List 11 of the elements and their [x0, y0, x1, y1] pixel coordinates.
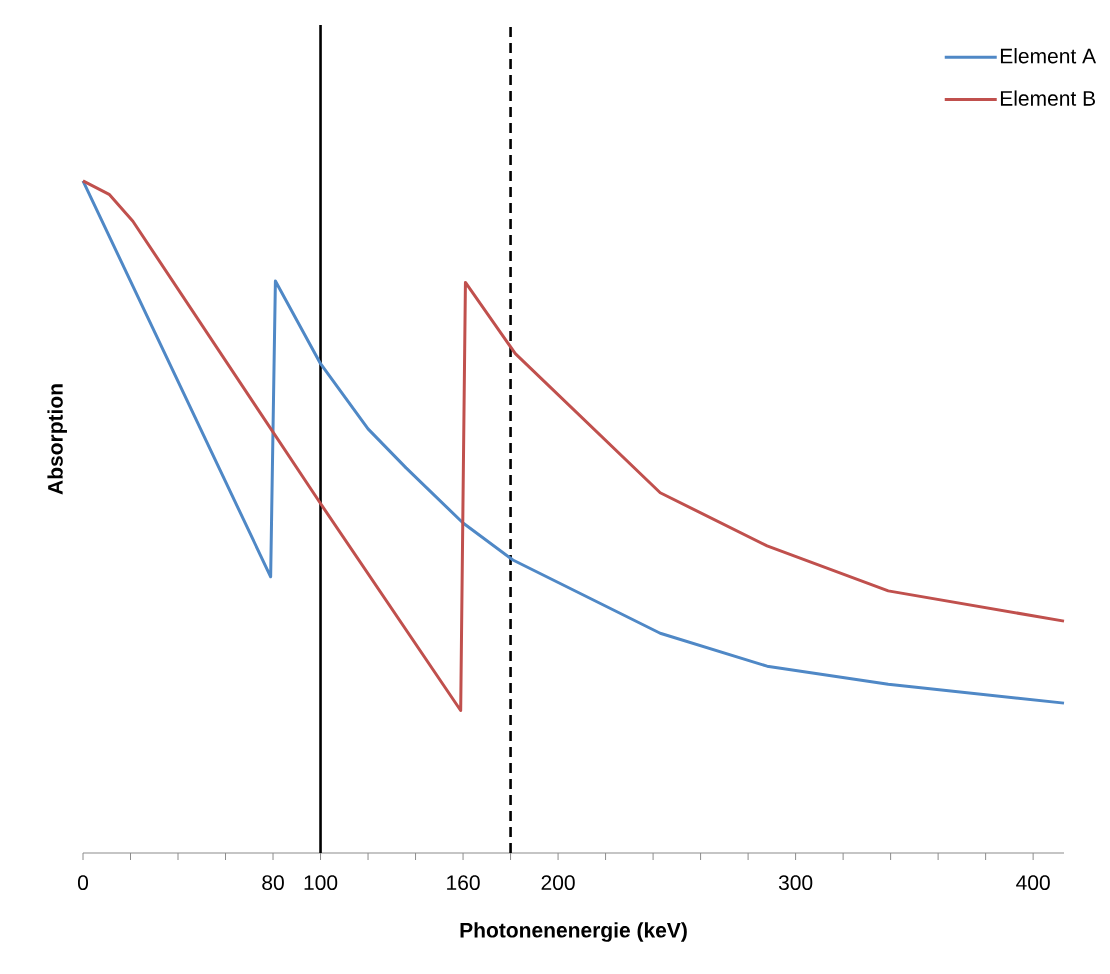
- x-tick-label: 400: [1016, 875, 1050, 891]
- legend-label: Element B: [1000, 90, 1095, 106]
- x-tick-label: 300: [778, 875, 813, 891]
- x-axis-title: Photonenenergie (keV): [460, 922, 687, 942]
- x-tick-label: 100: [304, 875, 338, 891]
- x-tick-label: 200: [541, 875, 575, 891]
- legend-label: Element A: [1000, 48, 1097, 64]
- x-tick-label: 80: [262, 875, 284, 891]
- y-axis-title: Absorption: [47, 384, 67, 495]
- x-tick-label: 160: [447, 875, 480, 891]
- x-tick-label: 0: [77, 875, 89, 891]
